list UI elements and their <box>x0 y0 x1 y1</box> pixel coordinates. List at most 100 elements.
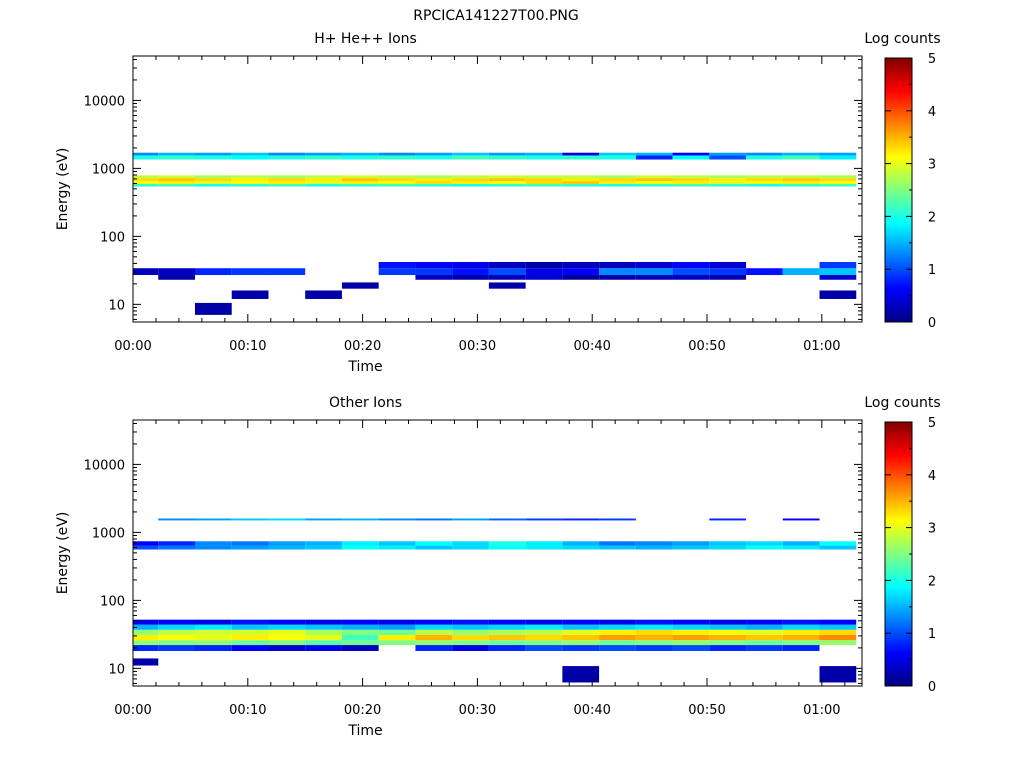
heatmap-cell <box>488 152 526 156</box>
heatmap-cell <box>782 645 820 651</box>
heatmap-cell <box>819 634 857 641</box>
heatmap-cell <box>305 183 342 187</box>
heatmap-cell <box>194 645 232 651</box>
heatmap-cell <box>525 545 563 550</box>
heatmap-cell <box>452 640 489 646</box>
heatmap-cell <box>452 175 489 179</box>
y-tick-label: 10 <box>108 298 125 313</box>
heatmap-cell <box>782 155 820 160</box>
heatmap-cell <box>562 175 600 179</box>
heatmap-cell <box>488 155 526 160</box>
heatmap-cell <box>599 619 636 625</box>
heatmap-cell <box>488 541 526 546</box>
heatmap-cell <box>158 645 195 651</box>
heatmap-cell <box>133 545 159 550</box>
heatmap-cell <box>158 545 195 550</box>
heatmap-cell <box>819 268 857 276</box>
heatmap-cell <box>672 645 710 651</box>
y-axis-label: Energy (eV) <box>55 148 71 231</box>
x-tick-label: 00:50 <box>688 703 725 718</box>
heatmap-cell <box>452 178 489 182</box>
heatmap-cell <box>415 541 453 546</box>
heatmap-cell <box>341 175 379 179</box>
heatmap-cell <box>635 181 673 184</box>
heatmap-cell <box>709 545 747 550</box>
heatmap-cell <box>415 545 453 550</box>
heatmap-cell <box>488 178 526 182</box>
heatmap-cell <box>158 181 195 184</box>
colorbar <box>884 57 913 323</box>
heatmap-cell <box>341 181 379 184</box>
heatmap-cell <box>782 545 820 550</box>
heatmap-cell <box>746 624 783 630</box>
colorbar-tick-label: 5 <box>928 52 936 67</box>
heatmap-cell <box>746 178 783 182</box>
heatmap-cell <box>452 155 489 160</box>
heatmap-cell <box>133 175 159 179</box>
heatmap-cell <box>635 645 673 651</box>
heatmap-cell <box>378 545 416 550</box>
heatmap-cell <box>133 541 159 546</box>
heatmap-cell <box>709 629 747 635</box>
heatmap-cell <box>599 175 636 179</box>
heatmap-cell <box>488 629 526 635</box>
y-tick-label: 10000 <box>84 458 125 473</box>
heatmap-cell <box>158 178 195 182</box>
heatmap-cell <box>746 545 783 550</box>
heatmap-cell <box>488 181 526 184</box>
heatmap-cell <box>133 183 159 187</box>
heatmap-cell <box>635 175 673 179</box>
x-tick-label: 01:00 <box>803 703 840 718</box>
heatmap-cell <box>782 640 820 646</box>
heatmap-cell <box>158 634 195 641</box>
heatmap-cell <box>672 545 710 550</box>
heatmap-cell <box>709 268 747 276</box>
heatmap-cell <box>709 155 747 160</box>
heatmap-cell <box>562 275 600 280</box>
heatmap-cell <box>341 178 379 182</box>
heatmap-cell <box>341 152 379 156</box>
heatmap-cell <box>782 268 820 276</box>
heatmap-cell <box>158 268 195 276</box>
heatmap-cell <box>158 629 195 635</box>
heatmap-cell <box>158 541 195 546</box>
heatmap-cells <box>133 518 857 683</box>
heatmap-cell <box>452 541 489 546</box>
heatmap-cell <box>672 175 710 179</box>
heatmap-cell <box>599 261 636 269</box>
heatmap-cell <box>709 275 747 280</box>
heatmap-cell <box>158 152 195 156</box>
heatmap-cell <box>158 640 195 646</box>
heatmap-cell <box>158 175 195 179</box>
heatmap-cell <box>341 545 379 550</box>
heatmap-cell <box>672 624 710 630</box>
heatmap-cell <box>231 624 269 630</box>
heatmap-cell <box>452 183 489 187</box>
heatmap-cell <box>562 645 600 651</box>
heatmap-cell <box>562 152 600 156</box>
heatmap-cell <box>672 640 710 646</box>
heatmap-cell <box>231 619 269 625</box>
heatmap-cell <box>709 634 747 641</box>
heatmap-cell <box>525 634 563 641</box>
heatmap-cell <box>599 645 636 651</box>
heatmap-cell <box>709 518 747 521</box>
heatmap-cell <box>635 634 673 641</box>
heatmap-cell <box>194 268 232 276</box>
heatmap-cell <box>133 181 159 184</box>
heatmap-cell <box>488 624 526 630</box>
heatmap-cell <box>562 518 600 521</box>
heatmap-cell <box>341 619 379 625</box>
heatmap-cell <box>672 634 710 641</box>
colorbar-tick-label: 2 <box>928 574 936 589</box>
heatmap-cell <box>133 629 159 635</box>
heatmap-cell <box>599 541 636 546</box>
heatmap-cell <box>599 629 636 635</box>
heatmap-cell <box>194 619 232 625</box>
x-tick-label: 00:30 <box>459 703 496 718</box>
heatmap-cell <box>341 624 379 630</box>
y-tick-label: 100 <box>100 594 125 609</box>
heatmap-cell <box>635 183 673 187</box>
heatmap-cell <box>525 275 563 280</box>
